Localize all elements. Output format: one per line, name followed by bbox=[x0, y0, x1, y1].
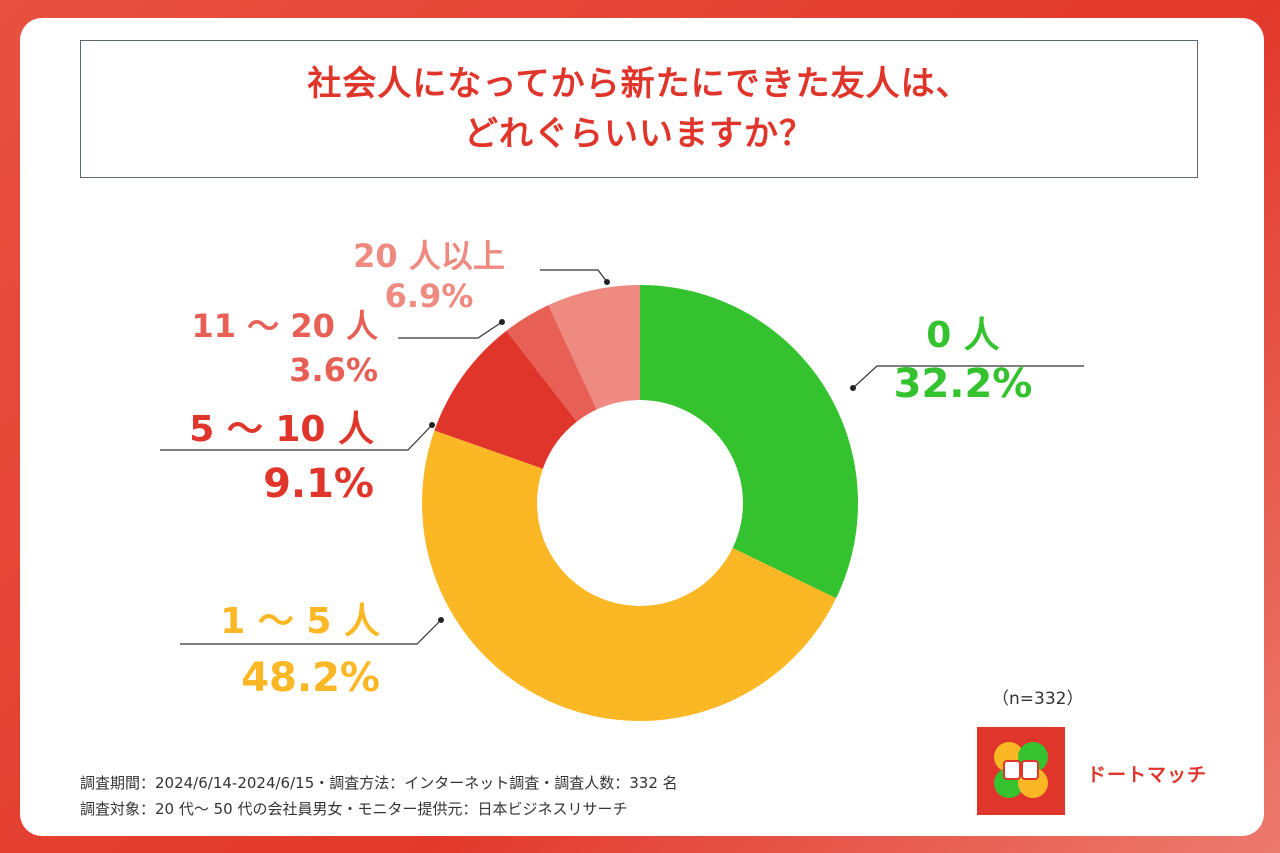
slice-label-1-value: 48.2% bbox=[241, 655, 380, 701]
leader-dot-3 bbox=[499, 319, 505, 325]
leader-line-0 bbox=[852, 365, 1084, 389]
survey-footer-line-2: 調査対象：20 代〜 50 代の会社員男女・モニター提供元：日本ビジネスリサーチ bbox=[80, 800, 628, 818]
leader-line-3 bbox=[398, 321, 503, 339]
survey-footer-line-1: 調査期間：2024/6/14-2024/6/15・調査方法：インターネット調査・… bbox=[80, 774, 678, 792]
leader-dot-1 bbox=[438, 617, 444, 623]
leader-dot-2 bbox=[429, 422, 435, 428]
slice-label-4-name: 20 人以上 bbox=[353, 237, 505, 275]
slice-label-4-value: 6.9% bbox=[384, 277, 474, 315]
slice-label-0: 0 人 32.2% bbox=[880, 315, 1046, 407]
slice-label-2-value: 9.1% bbox=[263, 461, 374, 507]
title-box: 社会人になってから新たにできた友人は、 どれぐらいいますか？ bbox=[80, 40, 1198, 178]
chart-title-line-1: 社会人になってから新たにできた友人は、 bbox=[307, 64, 971, 104]
clover-hands-logo-icon bbox=[977, 727, 1065, 815]
donut-slice-0 bbox=[640, 285, 858, 599]
leader-line-2 bbox=[160, 424, 433, 451]
slice-label-0-value: 32.2% bbox=[893, 361, 1033, 407]
donut-slice-1 bbox=[421, 430, 837, 721]
slice-label-2: 5 〜 10 人 9.1% bbox=[170, 409, 374, 507]
chart-title-line-2: どれぐらいいますか？ bbox=[464, 114, 814, 154]
slice-label-0-name: 0 人 bbox=[926, 315, 1000, 356]
slice-label-2-name: 5 〜 10 人 bbox=[189, 409, 374, 450]
slice-label-1: 1 〜 5 人 48.2% bbox=[180, 601, 380, 701]
brand-name: ドートマッチ bbox=[1087, 764, 1208, 786]
slice-label-1-name: 1 〜 5 人 bbox=[220, 601, 380, 642]
donut-slice-2 bbox=[434, 330, 577, 469]
slice-label-3-name: 11 〜 20 人 bbox=[191, 307, 379, 345]
donut-slice-4 bbox=[548, 285, 640, 410]
leader-line-4 bbox=[540, 269, 608, 283]
leader-dot-4 bbox=[604, 279, 610, 285]
leader-line-1 bbox=[180, 619, 442, 645]
slice-label-3: 11 〜 20 人 3.6% bbox=[180, 307, 379, 389]
donut-slice-3 bbox=[506, 305, 597, 422]
sample-size-note: （n=332） bbox=[992, 689, 1084, 709]
slice-label-3-value: 3.6% bbox=[289, 351, 378, 389]
slice-label-4: 20 人以上 6.9% bbox=[330, 240, 528, 312]
leader-dot-0 bbox=[850, 385, 856, 391]
